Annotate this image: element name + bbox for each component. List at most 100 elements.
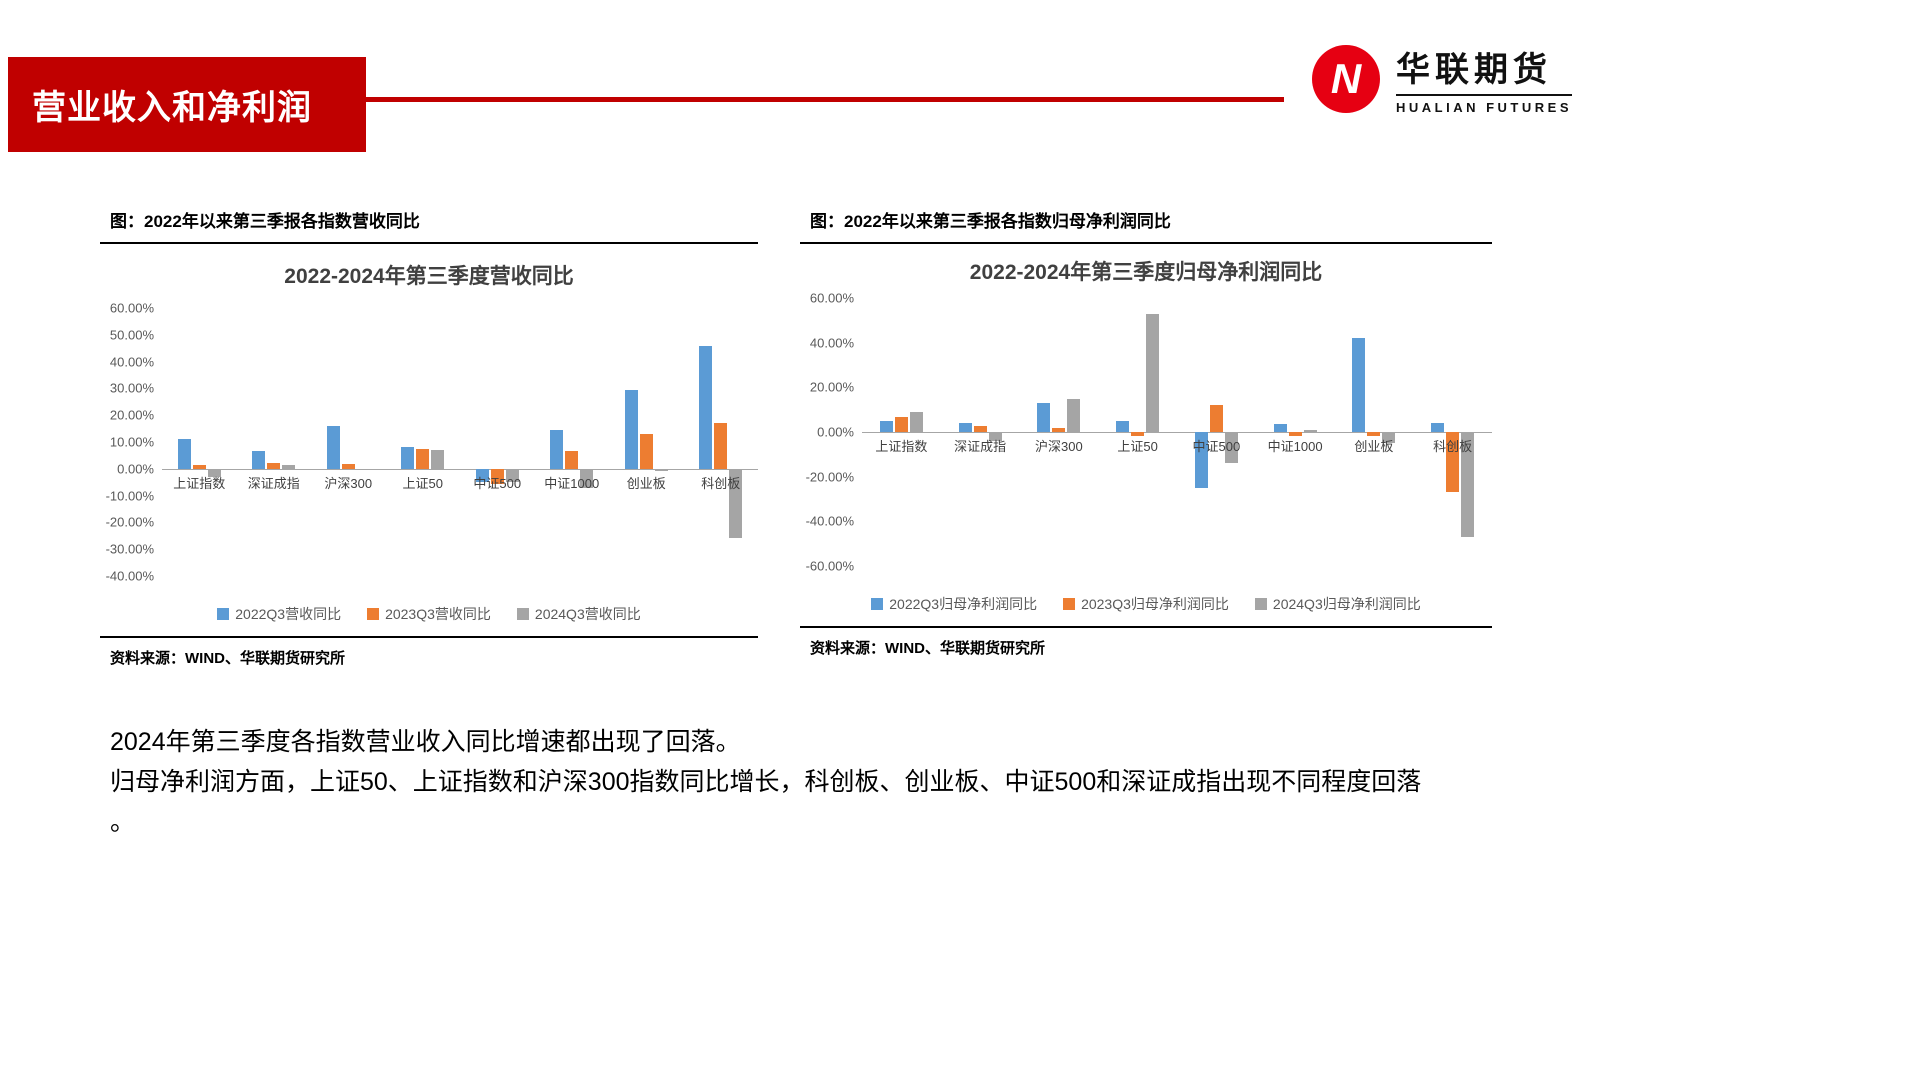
category-group: 上证50 (386, 308, 461, 576)
panel-revenue-chart: 图：2022年以来第三季报各指数营收同比 2022-2024年第三季度营收同比 … (100, 203, 758, 668)
legend-swatch (1063, 598, 1076, 610)
chart-title: 2022-2024年第三季度归母净利润同比 (969, 261, 1323, 284)
y-axis-label: -10.00% (105, 488, 154, 504)
company-logo: N 华联期货 HUALIAN FUTURES (1312, 42, 1572, 115)
category-label: 深证成指 (247, 475, 300, 491)
bar (1067, 398, 1081, 432)
legend-label: 2023Q3归母净利润同比 (1081, 596, 1229, 612)
legend-swatch (217, 608, 230, 620)
y-axis-label: 50.00% (109, 327, 154, 343)
bar (654, 468, 668, 472)
bar (580, 468, 594, 488)
category-label: 中证1000 (544, 475, 600, 491)
category-group: 创业板 (609, 308, 684, 576)
category-group: 中证1000 (1256, 298, 1335, 566)
legend-swatch (1254, 598, 1267, 610)
bar (401, 447, 415, 469)
bar (1194, 432, 1208, 488)
commentary-line: 2024年第三季度各指数营业收入同比增速都出现了回落。 (110, 728, 741, 756)
bar (356, 468, 370, 471)
y-axis-label: 40.00% (809, 335, 854, 351)
source-note: 资料来源：WIND、华联期货研究所 (110, 650, 345, 667)
y-axis-label: 60.00% (809, 290, 854, 306)
category-group: 上证50 (1098, 298, 1177, 566)
chart-caption: 图：2022年以来第三季报各指数归母净利润同比 (800, 203, 1492, 244)
bar (988, 432, 1002, 441)
legend-label: 2024Q3营收同比 (534, 606, 641, 622)
category-label: 科创板 (1433, 439, 1473, 454)
source-note: 资料来源：WIND、华联期货研究所 (810, 640, 1045, 657)
chart-legend: 2022Q3营收同比 2023Q3营收同比 2024Q3营收同比 (100, 604, 758, 624)
bar (1461, 432, 1475, 537)
category-label: 创业板 (626, 475, 666, 491)
category-group: 深证成指 (941, 298, 1020, 566)
commentary-line: 归母净利润方面，上证50、上证指数和沪深300指数同比增长，科创板、创业板、中证… (110, 768, 1422, 796)
bar (475, 468, 489, 483)
bar (550, 429, 564, 469)
category-group: 中证500 (1177, 298, 1256, 566)
y-axis-label: 0.00% (117, 461, 154, 477)
chart-legend: 2022Q3归母净利润同比 2023Q3归母净利润同比 2024Q3归母净利润同比 (800, 594, 1492, 614)
category-group: 深证成指 (237, 308, 312, 576)
category-label: 上证50 (402, 475, 443, 491)
category-label: 沪深300 (1035, 439, 1083, 454)
y-axis-label: -40.00% (805, 513, 854, 529)
category-group: 科创板 (684, 308, 759, 576)
bar (490, 468, 504, 484)
bar (207, 468, 221, 477)
title-banner: 营业收入和净利润 (8, 57, 366, 152)
y-axis-label: -30.00% (105, 541, 154, 557)
y-axis-label: -20.00% (105, 514, 154, 530)
bar (505, 468, 519, 483)
category-group: 创业板 (1335, 298, 1414, 566)
bar (1052, 427, 1066, 432)
category-label: 创业板 (1354, 439, 1394, 454)
bar (958, 423, 972, 432)
bar (431, 450, 445, 469)
bar (192, 464, 206, 469)
bar (1131, 432, 1145, 437)
zero-axis-line (162, 468, 758, 470)
category-label: 中证500 (473, 475, 522, 491)
bar (267, 463, 281, 469)
bar (1431, 423, 1445, 432)
chart-body: 60.00% 40.00% 20.00% 0.00% -20.00% -40.00% -60… (800, 291, 1492, 574)
bar (177, 439, 191, 469)
chart-title: 2022-2024年第三季度营收同比 (284, 265, 574, 288)
bar (639, 433, 653, 469)
zero-axis-line (862, 432, 1492, 433)
bar (1146, 313, 1160, 432)
legend-item: 2023Q3营收同比 (367, 604, 491, 624)
y-axis-label: -60.00% (805, 558, 854, 574)
logo-name-cn: 华联期货 (1396, 51, 1552, 89)
legend-label: 2023Q3营收同比 (385, 606, 491, 622)
y-axis-label: 20.00% (109, 407, 154, 423)
bar (973, 426, 987, 432)
commentary: 2024年第三季度各指数营业收入同比增速都出现了回落。 归母净利润方面，上证50… (110, 722, 1510, 842)
bar (1116, 420, 1130, 432)
category-group: 中证500 (460, 308, 535, 576)
category-label: 中证500 (1192, 439, 1241, 454)
y-axis-label: 60.00% (109, 300, 154, 316)
bar (1273, 424, 1287, 432)
legend-item: 2024Q3营收同比 (516, 604, 641, 624)
legend-label: 2022Q3归母净利润同比 (889, 596, 1038, 612)
legend-swatch (367, 608, 380, 620)
legend-item: 2024Q3归母净利润同比 (1254, 594, 1421, 614)
bar (729, 468, 743, 539)
bar (1288, 432, 1302, 437)
legend-label: 2024Q3归母净利润同比 (1272, 596, 1421, 612)
y-axis: 60.00% 40.00% 20.00% 0.00% -20.00% -40.00% -60… (800, 291, 862, 574)
commentary-line: 。 (110, 808, 136, 836)
y-axis-label: 10.00% (109, 434, 154, 450)
panel-divider (100, 636, 758, 638)
netprofit-chart: 2022-2024年第三季度归母净利润同比 60.00% 40.00% 20.00%… (800, 256, 1492, 614)
panel-netprofit-chart: 图：2022年以来第三季报各指数归母净利润同比 2022-2024年第三季度归母… (800, 203, 1492, 658)
y-axis-label: -20.00% (805, 469, 854, 485)
bar (1382, 432, 1396, 444)
legend-item: 2022Q3营收同比 (217, 604, 341, 624)
category-label: 科创板 (701, 475, 741, 491)
title-rule (366, 97, 1284, 102)
bar (1209, 405, 1223, 432)
bar (1303, 429, 1317, 432)
